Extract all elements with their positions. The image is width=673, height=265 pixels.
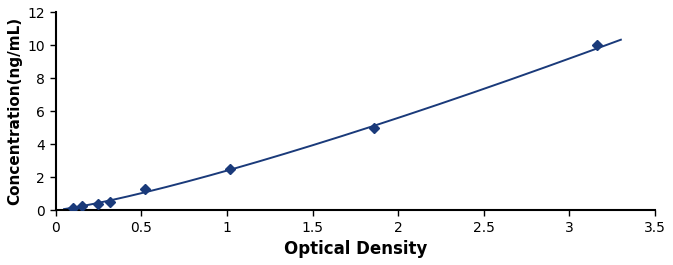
Y-axis label: Concentration(ng/mL): Concentration(ng/mL) [7,17,22,205]
X-axis label: Optical Density: Optical Density [283,240,427,258]
